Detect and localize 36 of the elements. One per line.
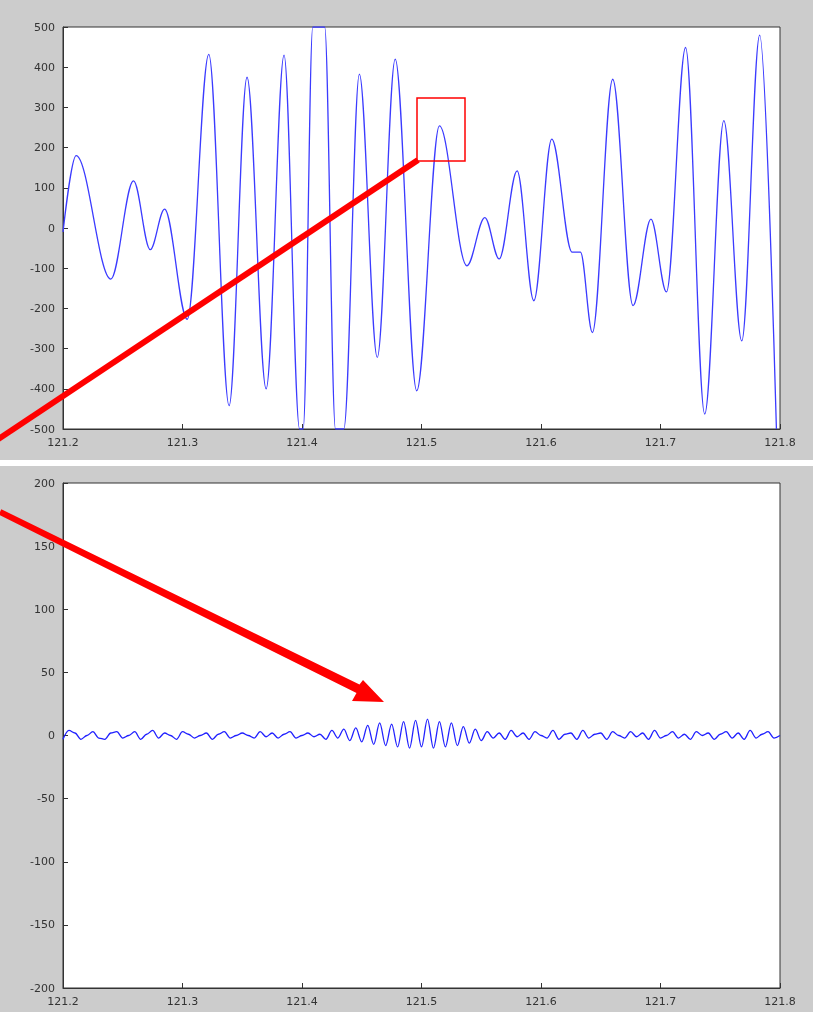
x-tick-label: 121.8 [764, 995, 796, 1008]
y-tick-label: -100 [30, 855, 55, 869]
y-tick-label: 400 [34, 60, 55, 74]
y-tick-label: 100 [34, 602, 55, 616]
x-tick-label: 121.6 [525, 995, 557, 1008]
line-series [62, 26, 778, 430]
x-tick-label: 121.6 [525, 436, 557, 449]
x-tick-label: 121.7 [644, 995, 677, 1008]
x-tick-label: 121.4 [286, 995, 318, 1008]
x-tick-label: 121.3 [166, 436, 199, 449]
y-tick-label: 500 [34, 20, 55, 34]
y-tick-label: 200 [34, 141, 55, 155]
x-tick-label: 121.2 [47, 995, 79, 1008]
y-tick-label: 300 [34, 100, 55, 114]
y-tick-label: -100 [30, 261, 55, 275]
y-tick-label: -200 [30, 301, 55, 315]
x-tick-label: 121.5 [405, 436, 438, 449]
y-tick-label: -50 [37, 792, 55, 806]
y-tick-label: -150 [30, 918, 55, 932]
x-tick-label: 121.8 [764, 436, 796, 449]
y-tick-label: 0 [48, 221, 55, 235]
x-tick-label: 121.3 [166, 995, 199, 1008]
y-tick-label: -300 [30, 342, 55, 356]
x-tick-label: 121.5 [405, 995, 438, 1008]
x-tick-label: 121.4 [286, 436, 318, 449]
y-tick-label: 0 [48, 729, 55, 742]
line-series [62, 718, 781, 749]
y-tick-label: 100 [34, 181, 55, 195]
y-tick-label: -400 [30, 382, 55, 396]
x-tick-label: 121.7 [644, 436, 677, 449]
y-tick-label: 200 [34, 476, 55, 490]
x-tick-label: 121.2 [47, 436, 79, 449]
y-tick-label: 150 [34, 539, 55, 553]
y-tick-label: -200 [30, 981, 55, 995]
y-tick-label: -500 [30, 422, 55, 436]
y-tick-label: 50 [41, 665, 55, 679]
